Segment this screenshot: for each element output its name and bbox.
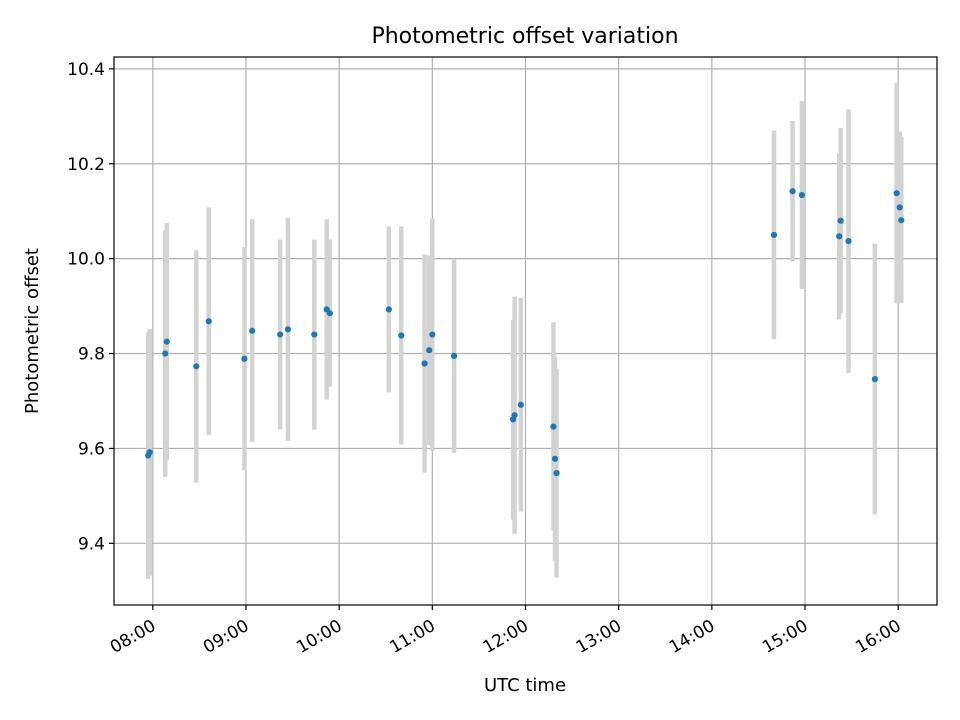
y-tick-label: 10.4: [67, 60, 105, 80]
data-point: [450, 352, 458, 360]
x-tick-label: 14:00: [666, 616, 718, 658]
data-point: [421, 360, 428, 367]
data-point: [551, 455, 559, 462]
data-point: [550, 423, 557, 430]
chart-title: Photometric offset variation: [371, 24, 678, 49]
data-point: [241, 355, 248, 362]
data-point: [398, 332, 405, 339]
x-tick-label: 09:00: [200, 616, 252, 658]
x-tick-label: 10:00: [293, 616, 345, 658]
data-point: [385, 306, 392, 313]
data-point: [205, 318, 212, 325]
data-point: [311, 331, 318, 338]
data-point: [162, 350, 169, 357]
data-point: [898, 217, 905, 224]
x-tick-label: 08:00: [107, 616, 159, 658]
data-point: [249, 327, 256, 334]
data-point: [836, 233, 843, 240]
error-bars: [145, 83, 904, 579]
data-point: [893, 190, 900, 197]
data-points: [145, 188, 905, 477]
y-axis-label: Photometric offset: [22, 248, 43, 414]
x-axis-label: UTC time: [484, 675, 566, 696]
data-point: [845, 237, 852, 245]
x-tick-label: 15:00: [759, 616, 811, 658]
y-axis-ticks: 9.4 9.6 9.8 10.0 10.2 10.4: [67, 60, 114, 554]
y-tick-label: 9.6: [78, 439, 105, 459]
data-point: [429, 331, 436, 338]
data-point: [426, 347, 433, 354]
data-point: [789, 188, 796, 195]
data-point: [896, 204, 903, 211]
y-tick-label: 9.8: [78, 345, 105, 365]
y-tick-label: 10.2: [67, 155, 105, 175]
data-point: [511, 412, 518, 419]
data-point: [517, 401, 524, 408]
data-point: [871, 376, 878, 383]
data-point: [284, 326, 292, 333]
data-point: [146, 449, 153, 456]
data-point: [163, 338, 170, 345]
y-tick-label: 10.0: [67, 250, 105, 270]
x-tick-label: 11:00: [386, 616, 438, 658]
x-axis-ticks: 08:00 09:00 10:00 11:00 12:00 13:00 14:00 15:00…: [107, 605, 905, 658]
data-point: [326, 310, 333, 317]
data-point: [277, 331, 284, 338]
data-point: [193, 363, 200, 370]
y-tick-label: 9.4: [78, 534, 105, 554]
x-tick-label: 13:00: [573, 616, 625, 658]
grid: [114, 57, 937, 605]
data-point: [553, 470, 560, 477]
data-point: [837, 217, 844, 224]
data-point: [770, 231, 778, 239]
x-tick-label: 16:00: [852, 616, 904, 658]
x-tick-label: 12:00: [480, 616, 532, 658]
data-point: [798, 191, 806, 199]
